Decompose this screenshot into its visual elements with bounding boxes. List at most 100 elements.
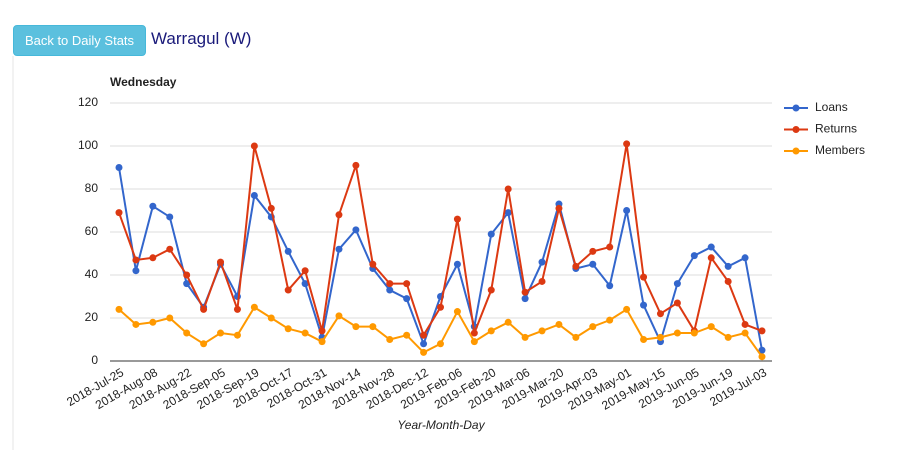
data-point [690, 252, 698, 260]
data-point [656, 333, 664, 341]
data-point [437, 340, 444, 348]
data-point [335, 245, 343, 253]
data-point [589, 247, 597, 255]
data-point [606, 316, 614, 324]
data-point [318, 327, 326, 335]
data-point [200, 340, 208, 348]
data-point [504, 185, 512, 193]
data-point [250, 303, 258, 311]
data-point [132, 267, 140, 275]
data-point [420, 348, 428, 356]
data-point [741, 254, 749, 262]
data-point [724, 277, 732, 285]
data-point [335, 211, 343, 219]
data-point [352, 226, 360, 234]
data-point [284, 286, 292, 294]
data-point [453, 260, 461, 268]
data-point [470, 329, 478, 337]
data-point [555, 204, 563, 212]
data-point [707, 323, 715, 331]
page-heading: Warragul (W) [151, 29, 252, 48]
legend-label: Loans [815, 100, 848, 114]
data-point [403, 331, 411, 339]
data-point [521, 288, 529, 296]
data-point [115, 164, 123, 171]
data-point [623, 140, 631, 148]
data-point [707, 243, 715, 251]
data-point [200, 305, 208, 313]
back-button[interactable]: Back to Daily Stats [13, 25, 146, 56]
data-point [217, 258, 225, 266]
data-point [149, 318, 157, 326]
data-point [132, 256, 140, 264]
data-point [369, 323, 377, 331]
data-point [183, 280, 191, 288]
data-point [386, 280, 394, 288]
y-tick-label: 60 [85, 224, 99, 238]
data-point [250, 142, 258, 150]
data-point [403, 280, 411, 288]
legend-swatch [792, 147, 800, 155]
data-point [149, 254, 157, 262]
legend-swatch [792, 104, 800, 112]
data-point [741, 320, 749, 328]
data-point [656, 310, 664, 318]
series-line [118, 305, 763, 358]
data-point [250, 191, 258, 199]
data-point [403, 295, 411, 303]
data-point [640, 336, 648, 343]
data-point [183, 271, 191, 279]
data-point [741, 329, 749, 337]
data-point [487, 327, 495, 335]
data-point [538, 277, 546, 285]
data-point [521, 295, 529, 303]
data-point [724, 262, 732, 270]
data-point [504, 209, 512, 217]
data-point [589, 260, 597, 268]
data-point [166, 213, 174, 221]
x-axis-label: Year-Month-Day [397, 418, 485, 432]
y-tick-label: 20 [85, 310, 99, 324]
data-point [149, 202, 157, 210]
data-point [217, 329, 225, 337]
data-point [758, 353, 766, 361]
data-point [420, 331, 428, 339]
data-point [724, 333, 732, 341]
data-point [758, 327, 766, 335]
data-point [301, 329, 309, 337]
data-point [352, 323, 360, 331]
legend-label: Returns [815, 122, 857, 136]
data-point [555, 320, 563, 328]
legend-swatch [792, 126, 800, 133]
data-point [538, 258, 546, 266]
data-point [284, 325, 292, 333]
data-point [572, 262, 580, 270]
data-point [318, 338, 326, 346]
data-point [132, 320, 140, 328]
data-point [623, 305, 631, 313]
data-point [166, 314, 174, 322]
y-tick-label: 100 [78, 138, 98, 152]
data-point [166, 245, 174, 253]
data-point [640, 301, 648, 309]
data-point [690, 329, 698, 337]
data-point [335, 312, 343, 320]
data-point [386, 286, 394, 294]
data-point [453, 308, 461, 316]
y-tick-label: 120 [78, 95, 98, 109]
data-point [115, 305, 123, 313]
data-point [284, 247, 292, 255]
legend-label: Members [815, 143, 865, 157]
data-point [369, 260, 377, 268]
y-tick-label: 0 [91, 353, 98, 367]
data-point [589, 323, 597, 331]
data-point [673, 280, 681, 288]
data-point [487, 230, 495, 238]
data-point [352, 161, 360, 169]
data-point [572, 333, 580, 341]
data-point [267, 204, 275, 212]
data-point [606, 243, 614, 251]
data-point [420, 340, 428, 348]
